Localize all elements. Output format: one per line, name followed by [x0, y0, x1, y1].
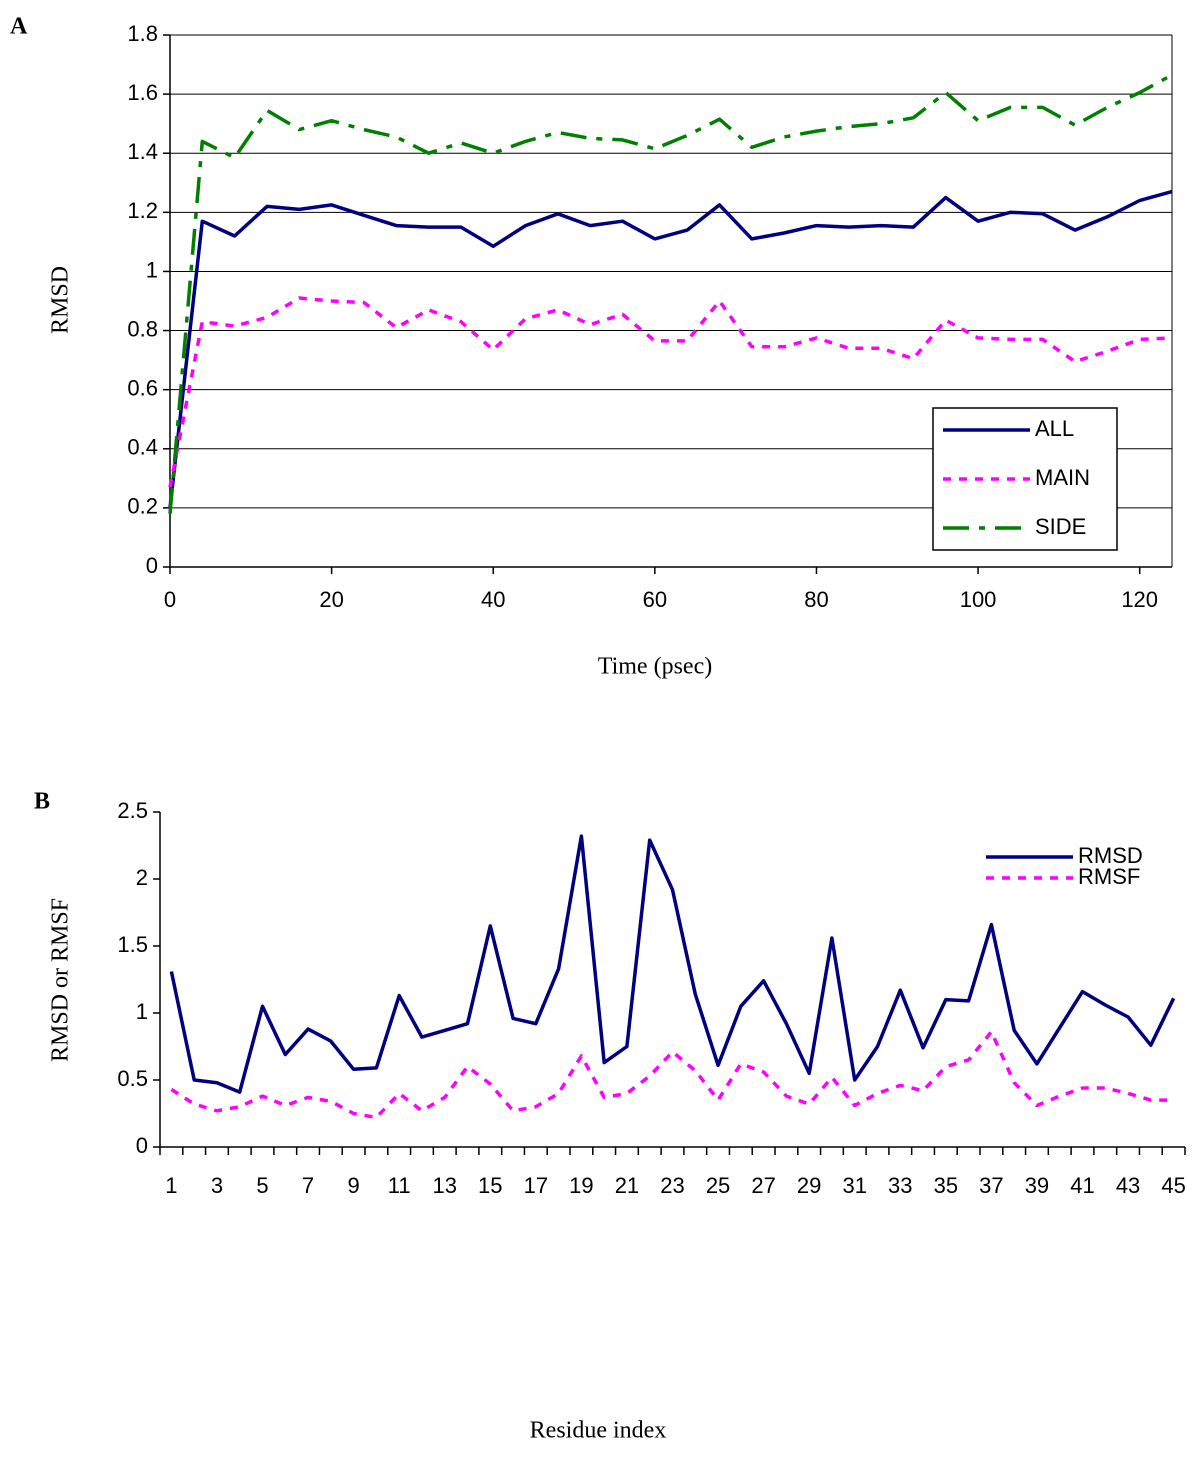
y-tick-label: 1 [136, 999, 148, 1024]
legend-label: ALL [1035, 416, 1074, 441]
x-tick-label: 17 [524, 1173, 548, 1198]
x-tick-label: 120 [1121, 587, 1158, 612]
series-line [168, 73, 1173, 514]
x-tick-label: 13 [432, 1173, 456, 1198]
series-line [170, 1030, 1174, 1120]
y-tick-label: 1.8 [127, 21, 158, 46]
y-tick-label: 0.2 [127, 494, 158, 519]
x-tick-label: 37 [979, 1173, 1003, 1198]
x-tick-label: 21 [615, 1173, 639, 1198]
x-tick-label: 60 [643, 587, 667, 612]
panel-label: B [34, 789, 50, 815]
x-axis-title: Time (psec) [598, 654, 712, 680]
legend-label: SIDE [1035, 514, 1086, 539]
x-tick-label: 80 [804, 587, 828, 612]
x-tick-label: 45 [1161, 1173, 1185, 1198]
y-tick-label: 0 [136, 1133, 148, 1158]
y-tick-label: 2 [136, 865, 148, 890]
x-tick-label: 7 [302, 1173, 314, 1198]
x-tick-label: 35 [934, 1173, 958, 1198]
y-tick-label: 1.4 [127, 139, 158, 164]
x-tick-label: 29 [797, 1173, 821, 1198]
y-tick-label: 0.6 [127, 375, 158, 400]
x-tick-label: 27 [751, 1173, 775, 1198]
x-tick-label: 3 [211, 1173, 223, 1198]
y-tick-label: 0 [146, 553, 158, 578]
series-line [168, 189, 1173, 509]
panel-label: A [10, 14, 28, 40]
x-tick-label: 23 [660, 1173, 684, 1198]
y-tick-label: 0.5 [117, 1066, 148, 1091]
y-tick-label: 1.2 [127, 198, 158, 223]
series-line [169, 834, 1176, 1094]
x-tick-label: 20 [319, 587, 343, 612]
y-tick-label: 2.5 [117, 798, 148, 823]
x-tick-label: 40 [481, 587, 505, 612]
y-axis-title: RMSD or RMSF [48, 898, 74, 1062]
x-tick-label: 9 [347, 1173, 359, 1198]
y-tick-label: 1.6 [127, 80, 158, 105]
x-tick-label: 100 [960, 587, 997, 612]
x-tick-label: 33 [888, 1173, 912, 1198]
series-line [168, 296, 1173, 488]
x-tick-label: 0 [164, 587, 176, 612]
x-tick-label: 11 [388, 1173, 411, 1198]
x-axis-title: Residue index [530, 1418, 667, 1444]
x-tick-label: 41 [1070, 1173, 1094, 1198]
legend-label: RMSF [1078, 864, 1140, 889]
legend-label: MAIN [1035, 465, 1090, 490]
x-tick-label: 5 [256, 1173, 268, 1198]
x-tick-label: 25 [706, 1173, 730, 1198]
y-axis-title: RMSD [48, 266, 74, 334]
y-tick-label: 0.4 [127, 435, 158, 460]
x-tick-label: 15 [478, 1173, 502, 1198]
legend-label: RMSD [1078, 843, 1143, 868]
y-tick-label: 1.5 [117, 932, 148, 957]
y-tick-label: 1 [146, 257, 158, 282]
x-tick-label: 19 [569, 1173, 593, 1198]
y-tick-label: 0.8 [127, 316, 158, 341]
x-tick-label: 39 [1025, 1173, 1049, 1198]
x-tick-label: 31 [842, 1173, 866, 1198]
x-tick-label: 43 [1116, 1173, 1140, 1198]
x-tick-label: 1 [165, 1173, 177, 1198]
